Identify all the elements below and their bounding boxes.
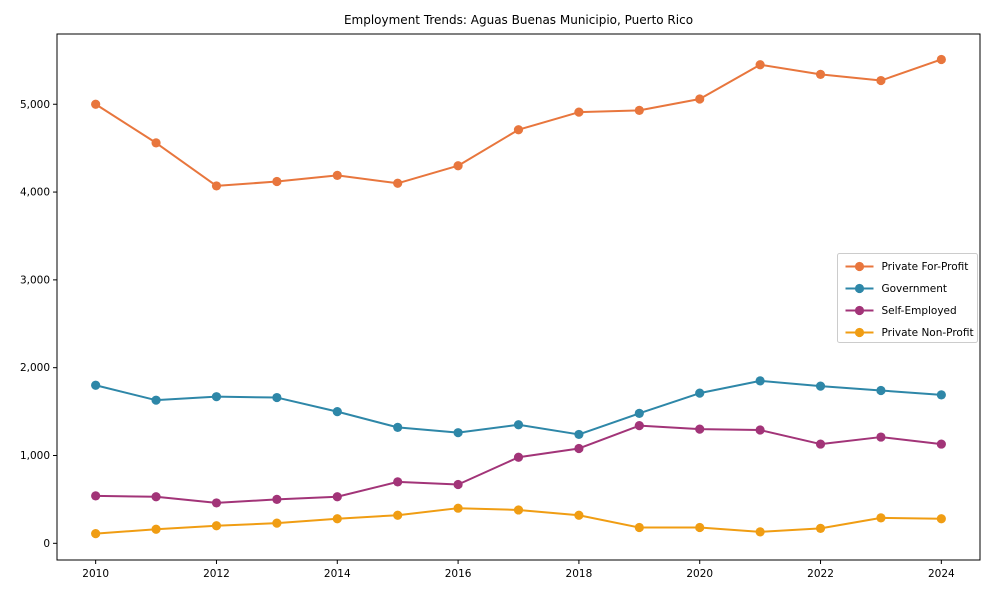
series-point-government <box>453 428 463 438</box>
legend-marker <box>854 327 865 338</box>
legend-marker <box>854 283 865 294</box>
series-point-self-employed <box>453 479 463 490</box>
legend-marker <box>854 261 865 272</box>
series-point-private-for-profit <box>332 170 342 180</box>
series-point-self-employed <box>272 494 282 505</box>
series-point-government <box>936 390 946 400</box>
x-axis-tick-label: 2014 <box>324 568 351 580</box>
series-line-self-employed <box>94 424 943 504</box>
x-axis-tick-label: 2012 <box>203 568 230 580</box>
series-point-self-employed <box>936 439 946 449</box>
series-point-government <box>634 408 644 418</box>
legend-label: Private For-Profit <box>882 261 969 273</box>
x-axis-tick-label: 2010 <box>82 568 109 580</box>
series-point-self-employed <box>211 498 222 508</box>
series-point-self-employed <box>151 492 161 502</box>
series-point-private-non-profit <box>211 521 222 531</box>
series-point-private-non-profit <box>453 503 463 513</box>
series-point-private-for-profit <box>755 60 765 70</box>
y-axis-tick-label: 1,000 <box>20 450 50 462</box>
x-axis-tick-label: 2016 <box>445 568 472 580</box>
series-point-private-non-profit <box>936 514 946 524</box>
series-point-government <box>211 392 222 402</box>
series-point-private-for-profit <box>574 107 584 117</box>
series-point-private-non-profit <box>91 529 101 539</box>
y-axis-tick-label: 0 <box>43 538 50 550</box>
series-point-government <box>755 376 765 386</box>
series-point-private-non-profit <box>695 522 705 533</box>
series-point-private-non-profit <box>151 524 161 534</box>
series-point-private-for-profit <box>876 75 886 86</box>
series-point-private-for-profit <box>91 99 101 109</box>
series-point-private-for-profit <box>211 181 222 191</box>
series-point-government <box>876 385 886 396</box>
series-point-government <box>332 406 342 417</box>
series-point-private-for-profit <box>151 138 161 148</box>
series-point-self-employed <box>513 452 524 462</box>
x-axis-tick-label: 2020 <box>686 568 713 580</box>
series-point-government <box>151 395 161 405</box>
x-axis-tick-label: 2018 <box>566 568 593 580</box>
series-point-government <box>91 380 101 390</box>
y-axis-tick-label: 5,000 <box>20 99 50 111</box>
series-point-government <box>574 429 584 440</box>
series-point-private-non-profit <box>815 523 826 533</box>
legend-label: Government <box>882 283 947 295</box>
series-point-government <box>272 392 282 403</box>
series-point-private-for-profit <box>453 161 463 171</box>
series-point-private-for-profit <box>936 54 946 65</box>
series-point-private-non-profit <box>634 522 644 533</box>
y-axis-tick-label: 3,000 <box>20 274 50 286</box>
series-point-private-for-profit <box>634 105 644 115</box>
series-point-self-employed <box>695 424 705 434</box>
series-point-self-employed <box>91 491 101 501</box>
series-point-government <box>393 422 403 433</box>
series-point-self-employed <box>755 425 765 435</box>
series-point-private-for-profit <box>695 94 705 104</box>
series-point-self-employed <box>876 432 886 442</box>
legend-label: Private Non-Profit <box>882 327 974 339</box>
series-point-private-non-profit <box>876 513 886 523</box>
series-point-government <box>513 420 524 430</box>
chart-title: Employment Trends: Aguas Buenas Municipi… <box>343 13 694 27</box>
x-axis-tick-label: 2022 <box>807 568 834 580</box>
series-point-private-for-profit <box>815 69 826 79</box>
series-point-private-non-profit <box>393 510 403 520</box>
series-point-private-for-profit <box>393 178 403 188</box>
series-point-private-non-profit <box>574 510 584 520</box>
series-point-self-employed <box>332 492 342 502</box>
series-point-government <box>815 381 826 391</box>
series-point-private-for-profit <box>272 176 282 187</box>
legend-marker <box>854 305 865 316</box>
series-point-private-non-profit <box>513 505 524 515</box>
y-axis-tick-label: 4,000 <box>20 187 50 199</box>
series-point-self-employed <box>634 421 644 431</box>
series-point-private-for-profit <box>513 125 524 135</box>
series-point-private-non-profit <box>272 518 282 528</box>
series-point-government <box>695 388 705 398</box>
legend-box <box>837 253 978 343</box>
plot-border <box>56 33 981 561</box>
series-point-self-employed <box>393 477 403 487</box>
series-point-self-employed <box>815 439 826 449</box>
y-axis-tick-label: 2,000 <box>20 362 50 374</box>
series-line-private-for-profit <box>94 58 943 187</box>
series-point-private-non-profit <box>332 514 342 524</box>
series-point-private-non-profit <box>755 527 765 537</box>
series-point-self-employed <box>574 443 584 454</box>
x-axis-tick-label: 2024 <box>928 568 955 580</box>
legend-label: Self-Employed <box>882 305 957 317</box>
